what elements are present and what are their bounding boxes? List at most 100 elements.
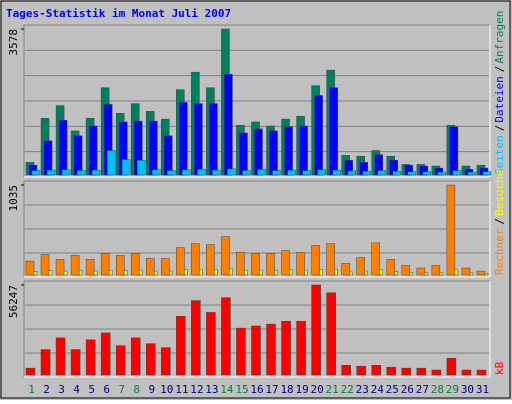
x-tick-label: 28 — [431, 383, 444, 396]
bar — [224, 73, 233, 176]
bar — [482, 171, 492, 176]
bar — [176, 316, 186, 376]
bar — [362, 171, 371, 176]
bar — [254, 128, 263, 176]
legend-separator: / — [493, 125, 506, 132]
bar — [266, 253, 275, 276]
bar — [73, 135, 83, 176]
bar — [467, 171, 477, 176]
x-tick-label: 31 — [476, 383, 489, 396]
legend-separator: / — [493, 218, 506, 225]
bar — [179, 102, 188, 176]
bar — [212, 169, 221, 176]
bar — [296, 320, 306, 376]
x-tick-label: 1 — [28, 383, 35, 396]
bar — [31, 170, 41, 176]
bar — [55, 259, 65, 276]
bar — [88, 125, 98, 176]
bar — [40, 254, 50, 276]
x-tick-label: 26 — [401, 383, 414, 396]
bar — [416, 267, 426, 276]
bar — [326, 243, 335, 276]
chart-title: Tages-Statistik im Monat Juli 2007 — [6, 7, 231, 20]
bar — [146, 258, 155, 276]
bar — [284, 126, 293, 176]
x-tick-label: 9 — [148, 383, 155, 396]
bar — [269, 130, 278, 176]
legend-entry: Seiten — [493, 135, 506, 175]
bar — [341, 263, 350, 276]
x-tick-label: 19 — [295, 383, 308, 396]
x-tick-label: 6 — [103, 383, 110, 396]
bar — [431, 265, 441, 276]
bar — [446, 184, 456, 276]
bar — [106, 150, 116, 176]
bar — [302, 170, 311, 176]
bar — [40, 349, 51, 376]
bar — [476, 270, 486, 276]
bar — [281, 250, 290, 276]
bar — [121, 159, 131, 176]
bar — [347, 170, 356, 176]
bar — [461, 369, 472, 376]
x-tick-label: 30 — [461, 383, 474, 396]
bar — [25, 260, 35, 276]
x-tick-label: 7 — [118, 383, 125, 396]
bar — [167, 170, 176, 176]
x-tick-label: 14 — [220, 383, 234, 396]
bar — [191, 243, 200, 276]
bar — [209, 103, 218, 176]
bar — [161, 347, 171, 376]
y-tick-label: 56247 — [7, 285, 20, 318]
x-tick-label: 8 — [133, 383, 140, 396]
bar — [257, 169, 266, 176]
bar — [299, 125, 308, 176]
bar — [194, 103, 203, 176]
bar — [251, 253, 260, 276]
legend-entry: kB — [493, 361, 506, 375]
bar — [61, 169, 71, 176]
bar — [91, 169, 101, 176]
bar — [326, 292, 336, 376]
bar — [100, 253, 110, 276]
bar — [476, 369, 487, 376]
bar — [287, 169, 296, 176]
x-tick-label: 5 — [88, 383, 95, 396]
bar — [332, 169, 341, 176]
x-tick-label: 23 — [356, 383, 369, 396]
bar — [272, 170, 281, 176]
bar — [221, 236, 230, 276]
bar — [251, 325, 261, 376]
x-tick-label: 13 — [205, 383, 218, 396]
bar — [314, 95, 323, 176]
x-tick-label: 2 — [43, 383, 50, 396]
y-tick-label: 1035 — [7, 185, 20, 212]
bar — [422, 171, 432, 176]
bar — [161, 258, 170, 276]
bar — [296, 252, 305, 276]
legend-separator: / — [493, 66, 506, 73]
x-tick-label: 22 — [341, 383, 354, 396]
bar — [227, 168, 236, 176]
bar — [206, 244, 215, 276]
bar — [317, 169, 326, 176]
bar — [407, 171, 417, 176]
x-tick-label: 3 — [58, 383, 65, 396]
bar — [25, 367, 36, 376]
bar — [281, 320, 291, 376]
bar — [55, 337, 66, 376]
bar — [236, 252, 245, 276]
bar — [377, 170, 386, 176]
bar — [242, 170, 251, 176]
bar — [239, 132, 248, 176]
bar — [461, 267, 471, 276]
bar — [115, 345, 126, 376]
bar — [100, 332, 111, 376]
x-tick-label: 16 — [250, 383, 263, 396]
bar — [401, 265, 411, 276]
bar — [401, 367, 412, 376]
x-tick-label: 20 — [311, 383, 324, 396]
bar — [431, 369, 442, 376]
